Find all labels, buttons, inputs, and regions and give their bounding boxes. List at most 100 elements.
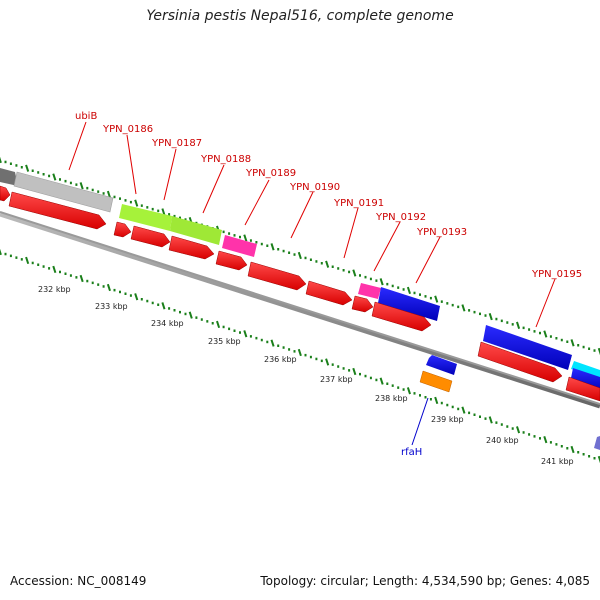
minor-tick-dot [222, 325, 225, 329]
minor-tick-dot [506, 321, 509, 324]
kbp-label-234: 234 kbp [151, 319, 184, 328]
minor-tick-dot [457, 305, 460, 309]
major-tick-mark [434, 396, 439, 405]
kbp-label-238: 238 kbp [375, 394, 408, 403]
minor-tick-dot [533, 435, 536, 438]
cds-arrow-8 [305, 280, 353, 306]
minor-tick-dot [239, 331, 241, 334]
minor-tick-dot [277, 248, 280, 251]
accession-text: Accession: NC_008149 [10, 574, 147, 588]
gene-label-ypn-0195[interactable]: YPN_0195 [531, 269, 582, 280]
minor-tick-dot [4, 252, 7, 256]
minor-tick-dot [522, 326, 525, 330]
feature-magenta-2 [358, 283, 381, 299]
minor-tick-dot [577, 344, 580, 347]
major-tick-mark [52, 265, 57, 274]
minor-tick-dot [315, 260, 318, 263]
feature-lime-1 [119, 204, 172, 231]
major-tick-mark [325, 260, 330, 268]
minor-tick-dot [446, 302, 449, 305]
gene-label-ypn-0187[interactable]: YPN_0187 [151, 138, 202, 149]
major-tick-mark [161, 208, 166, 216]
minor-tick-dot [588, 347, 591, 350]
minor-tick-dot [582, 345, 585, 349]
minor-tick-dot [15, 256, 18, 259]
minor-tick-dot [195, 316, 198, 319]
major-tick-mark [461, 304, 466, 312]
gene-label-ypn-0186[interactable]: YPN_0186 [102, 124, 153, 135]
minor-tick-dot [429, 296, 432, 300]
cds-arrow-12 [565, 376, 600, 402]
minor-tick-dot [266, 244, 269, 247]
gene-label-ypn-0189[interactable]: YPN_0189 [245, 168, 296, 179]
minor-tick-dot [146, 206, 149, 209]
minor-tick-dot [320, 262, 323, 265]
major-tick-mark [325, 358, 330, 366]
minor-tick-dot [397, 386, 400, 389]
feature-blue-2 [483, 325, 572, 370]
gene-label-rfah[interactable]: rfaH [401, 447, 422, 458]
minor-tick-dot [37, 263, 40, 266]
minor-tick-dot [451, 405, 454, 409]
minor-tick-dot [440, 401, 443, 405]
minor-tick-dot [500, 319, 503, 323]
major-tick-mark [216, 320, 221, 329]
gene-label-ubib[interactable]: ubiB [75, 111, 97, 122]
kbp-label-237: 237 kbp [320, 375, 353, 384]
gene-label-ypn-0190[interactable]: YPN_0190 [289, 182, 340, 193]
minor-tick-dot [484, 417, 487, 420]
minor-tick-dot [511, 323, 514, 326]
minor-tick-dot [500, 423, 503, 426]
minor-tick-dot [157, 303, 160, 306]
minor-tick-dot [168, 213, 171, 216]
minor-tick-dot [348, 270, 351, 274]
minor-tick-dot [266, 340, 269, 344]
major-tick-mark [270, 243, 275, 251]
major-tick-mark [297, 348, 302, 357]
minor-tick-dot [102, 192, 105, 195]
minor-tick-dot [386, 382, 389, 385]
minor-tick-dot [140, 204, 143, 207]
minor-tick-dot [124, 199, 127, 202]
minor-tick-dot [249, 335, 252, 338]
feature-gray-light [13, 171, 114, 213]
minor-tick-dot [402, 388, 405, 391]
minor-tick-dot [331, 265, 334, 268]
major-tick-mark [0, 155, 2, 164]
minor-tick-dot [15, 164, 18, 167]
minor-tick-dot [249, 239, 252, 242]
minor-tick-dot [228, 232, 231, 235]
minor-tick-dot [309, 355, 312, 359]
major-tick-mark [488, 416, 493, 424]
kbp-label-240: 240 kbp [486, 436, 519, 445]
minor-tick-dot [402, 288, 405, 291]
minor-tick-dot [549, 441, 552, 444]
major-tick-mark [488, 312, 493, 321]
minor-tick-dot [419, 293, 421, 296]
minor-tick-dot [331, 363, 334, 366]
minor-tick-dot [91, 188, 94, 192]
minor-tick-dot [359, 274, 361, 277]
inner-tick-ring [0, 247, 600, 464]
minor-tick-dot [495, 421, 498, 424]
minor-tick-dot [413, 291, 416, 295]
feature-gray-dark [0, 168, 18, 186]
minor-tick-dot [397, 286, 400, 289]
cds-arrow-10 [371, 301, 432, 332]
minor-tick-dot [320, 359, 323, 363]
minor-tick-dot [151, 301, 154, 305]
minor-tick-dot [179, 310, 181, 314]
minor-tick-dot [315, 357, 318, 361]
minor-tick-dot [473, 310, 476, 314]
gene-label-ypn-0191[interactable]: YPN_0191 [333, 198, 384, 209]
minor-tick-dot [446, 403, 449, 407]
gene-label-ypn-0193[interactable]: YPN_0193 [416, 227, 467, 238]
minor-tick-dot [140, 298, 143, 301]
gene-label-ypn-0188[interactable]: YPN_0188 [200, 154, 251, 165]
minor-tick-dot [479, 415, 481, 418]
minor-tick-dot [309, 258, 312, 261]
minor-tick-dot [593, 457, 596, 460]
minor-tick-dot [64, 179, 67, 183]
gene-label-ypn-0192[interactable]: YPN_0192 [375, 212, 426, 223]
minor-tick-dot [129, 294, 132, 297]
